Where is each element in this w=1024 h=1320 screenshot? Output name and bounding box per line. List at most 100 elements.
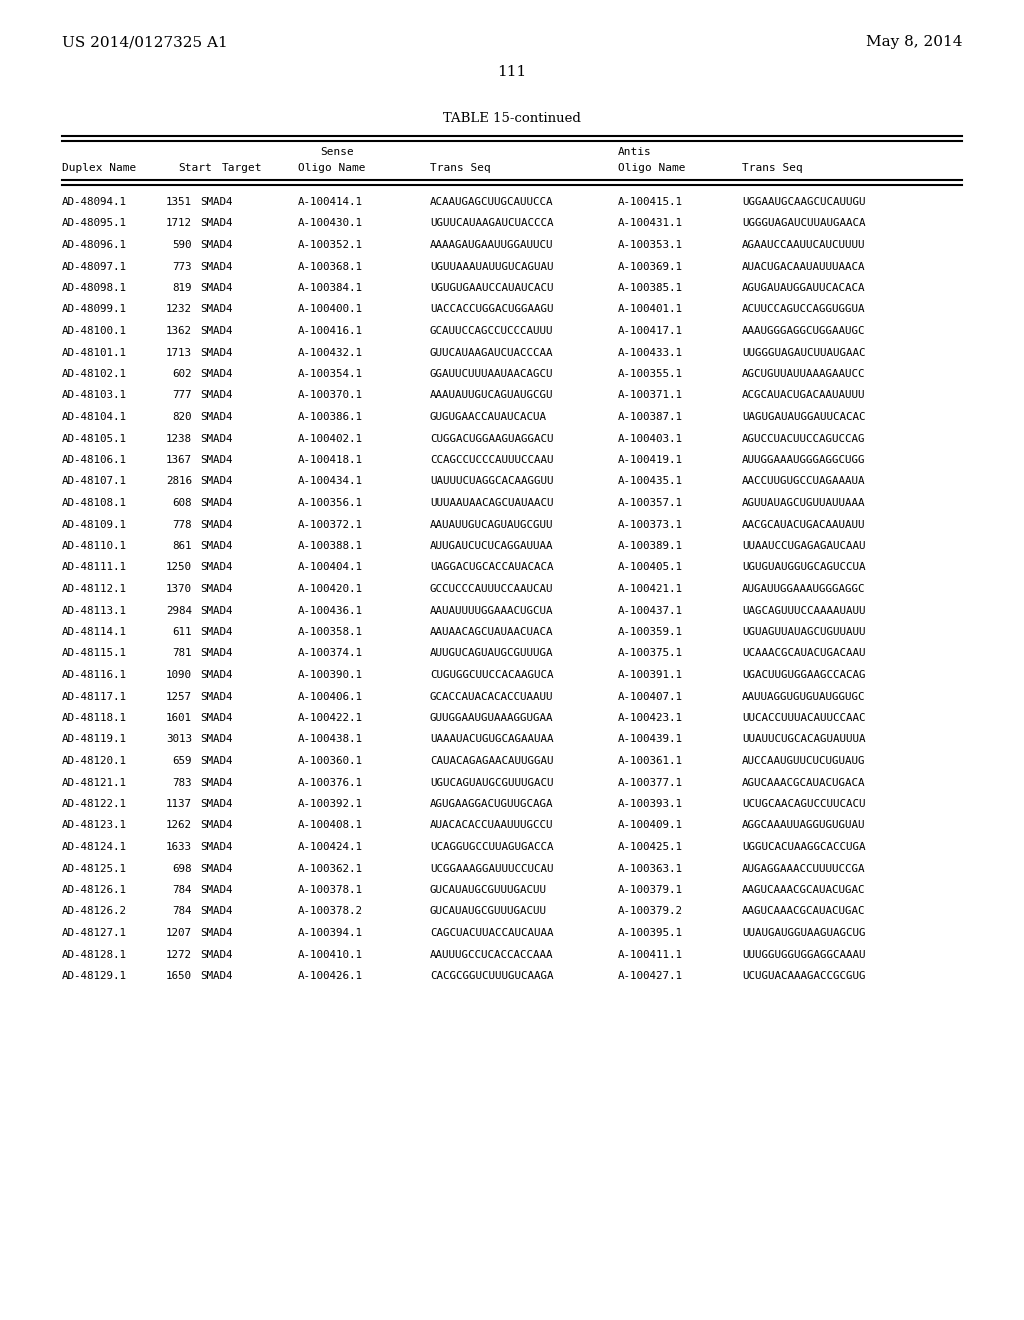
Text: A-100401.1: A-100401.1 <box>618 305 683 314</box>
Text: AD-48096.1: AD-48096.1 <box>62 240 127 249</box>
Text: UCAAACGCAUACUGACAAU: UCAAACGCAUACUGACAAU <box>742 648 865 659</box>
Text: A-100368.1: A-100368.1 <box>298 261 362 272</box>
Text: AD-48102.1: AD-48102.1 <box>62 370 127 379</box>
Text: AGGCAAAUUAGGUGUGUAU: AGGCAAAUUAGGUGUGUAU <box>742 821 865 830</box>
Text: AD-48126.1: AD-48126.1 <box>62 884 127 895</box>
Text: SMAD4: SMAD4 <box>200 498 232 508</box>
Text: AAAUGGGAGGCUGGAAUGC: AAAUGGGAGGCUGGAAUGC <box>742 326 865 337</box>
Text: A-100353.1: A-100353.1 <box>618 240 683 249</box>
Text: AGUGAAGGACUGUUGCAGA: AGUGAAGGACUGUUGCAGA <box>430 799 554 809</box>
Text: 608: 608 <box>172 498 193 508</box>
Text: 698: 698 <box>172 863 193 874</box>
Text: 781: 781 <box>172 648 193 659</box>
Text: UGUUCAUAAGAUCUACCCA: UGUUCAUAAGAUCUACCCA <box>430 219 554 228</box>
Text: 1650: 1650 <box>166 972 193 981</box>
Text: Duplex Name: Duplex Name <box>62 162 136 173</box>
Text: A-100371.1: A-100371.1 <box>618 391 683 400</box>
Text: 1633: 1633 <box>166 842 193 851</box>
Text: 778: 778 <box>172 520 193 529</box>
Text: SMAD4: SMAD4 <box>200 648 232 659</box>
Text: 773: 773 <box>172 261 193 272</box>
Text: AD-48127.1: AD-48127.1 <box>62 928 127 939</box>
Text: A-100384.1: A-100384.1 <box>298 282 362 293</box>
Text: A-100375.1: A-100375.1 <box>618 648 683 659</box>
Text: 819: 819 <box>172 282 193 293</box>
Text: A-100379.2: A-100379.2 <box>618 907 683 916</box>
Text: CAGCUACUUACCAUCAUAA: CAGCUACUUACCAUCAUAA <box>430 928 554 939</box>
Text: 2816: 2816 <box>166 477 193 487</box>
Text: SMAD4: SMAD4 <box>200 219 232 228</box>
Text: AAGUCAAACGCAUACUGAC: AAGUCAAACGCAUACUGAC <box>742 884 865 895</box>
Text: AUGAGGAAACCUUUUCCGA: AUGAGGAAACCUUUUCCGA <box>742 863 865 874</box>
Text: SMAD4: SMAD4 <box>200 562 232 573</box>
Text: GCACCAUACACACCUAAUU: GCACCAUACACACCUAAUU <box>430 692 554 701</box>
Text: 1713: 1713 <box>166 347 193 358</box>
Text: UCGGAAAGGAUUUCCUCAU: UCGGAAAGGAUUUCCUCAU <box>430 863 554 874</box>
Text: SMAD4: SMAD4 <box>200 713 232 723</box>
Text: A-100360.1: A-100360.1 <box>298 756 362 766</box>
Text: AD-48119.1: AD-48119.1 <box>62 734 127 744</box>
Text: AUUGAUCUCUCAGGAUUAA: AUUGAUCUCUCAGGAUUAA <box>430 541 554 550</box>
Text: A-100355.1: A-100355.1 <box>618 370 683 379</box>
Text: A-100414.1: A-100414.1 <box>298 197 362 207</box>
Text: SMAD4: SMAD4 <box>200 477 232 487</box>
Text: GUCAUAUGCGUUUGACUU: GUCAUAUGCGUUUGACUU <box>430 884 547 895</box>
Text: A-100406.1: A-100406.1 <box>298 692 362 701</box>
Text: 3013: 3013 <box>166 734 193 744</box>
Text: AAUUUGCCUCACCACCAAA: AAUUUGCCUCACCACCAAA <box>430 949 554 960</box>
Text: AD-48125.1: AD-48125.1 <box>62 863 127 874</box>
Text: 1272: 1272 <box>166 949 193 960</box>
Text: A-100436.1: A-100436.1 <box>298 606 362 615</box>
Text: SMAD4: SMAD4 <box>200 972 232 981</box>
Text: 2984: 2984 <box>166 606 193 615</box>
Text: AD-48122.1: AD-48122.1 <box>62 799 127 809</box>
Text: AAGUCAAACGCAUACUGAC: AAGUCAAACGCAUACUGAC <box>742 907 865 916</box>
Text: A-100433.1: A-100433.1 <box>618 347 683 358</box>
Text: UCUGCAACAGUCCUUCACU: UCUGCAACAGUCCUUCACU <box>742 799 865 809</box>
Text: AUGAUUGGAAAUGGGAGGC: AUGAUUGGAAAUGGGAGGC <box>742 583 865 594</box>
Text: AACCUUGUGCCUAGAAAUA: AACCUUGUGCCUAGAAAUA <box>742 477 865 487</box>
Text: A-100437.1: A-100437.1 <box>618 606 683 615</box>
Text: SMAD4: SMAD4 <box>200 305 232 314</box>
Text: A-100390.1: A-100390.1 <box>298 671 362 680</box>
Text: Trans Seq: Trans Seq <box>430 162 490 173</box>
Text: AAUAACAGCUAUAACUACA: AAUAACAGCUAUAACUACA <box>430 627 554 638</box>
Text: A-100392.1: A-100392.1 <box>298 799 362 809</box>
Text: A-100362.1: A-100362.1 <box>298 863 362 874</box>
Text: AD-48123.1: AD-48123.1 <box>62 821 127 830</box>
Text: AD-48118.1: AD-48118.1 <box>62 713 127 723</box>
Text: UUAAUCCUGAGAGAUCAAU: UUAAUCCUGAGAGAUCAAU <box>742 541 865 550</box>
Text: AD-48108.1: AD-48108.1 <box>62 498 127 508</box>
Text: SMAD4: SMAD4 <box>200 949 232 960</box>
Text: AACGCAUACUGACAAUAUU: AACGCAUACUGACAAUAUU <box>742 520 865 529</box>
Text: A-100363.1: A-100363.1 <box>618 863 683 874</box>
Text: Start: Start <box>178 162 212 173</box>
Text: A-100379.1: A-100379.1 <box>618 884 683 895</box>
Text: AD-48105.1: AD-48105.1 <box>62 433 127 444</box>
Text: A-100370.1: A-100370.1 <box>298 391 362 400</box>
Text: UUUAAUAACAGCUAUAACU: UUUAAUAACAGCUAUAACU <box>430 498 554 508</box>
Text: A-100359.1: A-100359.1 <box>618 627 683 638</box>
Text: 659: 659 <box>172 756 193 766</box>
Text: SMAD4: SMAD4 <box>200 884 232 895</box>
Text: SMAD4: SMAD4 <box>200 282 232 293</box>
Text: A-100405.1: A-100405.1 <box>618 562 683 573</box>
Text: GUUGGAAUGUAAAGGUGAA: GUUGGAAUGUAAAGGUGAA <box>430 713 554 723</box>
Text: UUUGGUGGUGGAGGCAAAU: UUUGGUGGUGGAGGCAAAU <box>742 949 865 960</box>
Text: 861: 861 <box>172 541 193 550</box>
Text: A-100407.1: A-100407.1 <box>618 692 683 701</box>
Text: CAUACAGAGAACAUUGGAU: CAUACAGAGAACAUUGGAU <box>430 756 554 766</box>
Text: AD-48104.1: AD-48104.1 <box>62 412 127 422</box>
Text: A-100408.1: A-100408.1 <box>298 821 362 830</box>
Text: AD-48101.1: AD-48101.1 <box>62 347 127 358</box>
Text: A-100386.1: A-100386.1 <box>298 412 362 422</box>
Text: A-100391.1: A-100391.1 <box>618 671 683 680</box>
Text: SMAD4: SMAD4 <box>200 799 232 809</box>
Text: Trans Seq: Trans Seq <box>742 162 803 173</box>
Text: 1238: 1238 <box>166 433 193 444</box>
Text: AD-48107.1: AD-48107.1 <box>62 477 127 487</box>
Text: A-100431.1: A-100431.1 <box>618 219 683 228</box>
Text: AD-48099.1: AD-48099.1 <box>62 305 127 314</box>
Text: Oligo Name: Oligo Name <box>618 162 685 173</box>
Text: 1262: 1262 <box>166 821 193 830</box>
